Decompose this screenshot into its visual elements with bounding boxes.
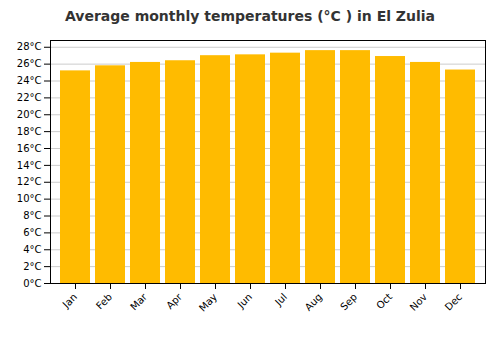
- svg-text:May: May: [197, 291, 219, 313]
- svg-text:12°C: 12°C: [17, 176, 42, 187]
- svg-text:Feb: Feb: [94, 291, 114, 311]
- svg-text:Apr: Apr: [164, 291, 185, 312]
- svg-text:10°C: 10°C: [17, 193, 42, 204]
- svg-text:Mar: Mar: [128, 291, 150, 313]
- svg-text:Nov: Nov: [408, 291, 430, 313]
- svg-text:28°C: 28°C: [17, 41, 42, 52]
- svg-text:20°C: 20°C: [17, 109, 42, 120]
- svg-text:Jul: Jul: [272, 291, 289, 308]
- svg-text:14°C: 14°C: [17, 160, 42, 171]
- svg-text:18°C: 18°C: [17, 126, 42, 137]
- svg-text:0°C: 0°C: [23, 278, 41, 289]
- svg-text:2°C: 2°C: [23, 261, 41, 272]
- svg-text:Jan: Jan: [60, 291, 79, 310]
- svg-text:Oct: Oct: [374, 291, 394, 311]
- svg-text:8°C: 8°C: [23, 210, 41, 221]
- svg-text:4°C: 4°C: [23, 244, 41, 255]
- svg-text:Aug: Aug: [303, 291, 325, 313]
- svg-text:Jun: Jun: [235, 291, 255, 311]
- svg-text:Dec: Dec: [443, 291, 464, 312]
- svg-text:26°C: 26°C: [17, 58, 42, 69]
- svg-text:Sep: Sep: [338, 291, 359, 312]
- svg-text:24°C: 24°C: [17, 75, 42, 86]
- svg-text:16°C: 16°C: [17, 143, 42, 154]
- html-text:Average monthly temperatures (: Average monthly temperatures (°C ) in El…: [64, 8, 435, 24]
- svg-text:6°C: 6°C: [23, 227, 41, 238]
- svg-text:22°C: 22°C: [17, 92, 42, 103]
